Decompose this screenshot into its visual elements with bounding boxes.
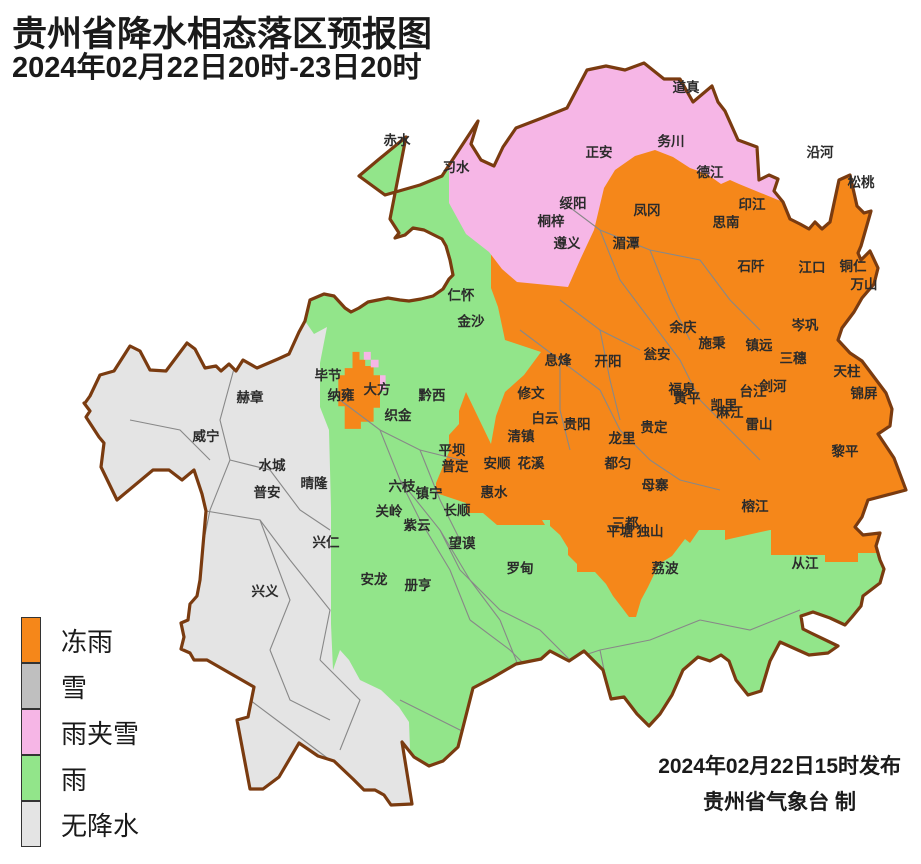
svg-text:六枝: 六枝	[389, 478, 416, 494]
svg-text:开阳: 开阳	[595, 354, 622, 369]
svg-text:正安: 正安	[586, 144, 613, 160]
svg-text:毕节: 毕节	[315, 367, 342, 383]
svg-text:贵阳: 贵阳	[564, 416, 591, 432]
svg-text:江口: 江口	[799, 259, 826, 275]
svg-text:赫章: 赫章	[237, 389, 264, 405]
svg-text:安顺: 安顺	[484, 455, 511, 471]
svg-text:德江: 德江	[697, 164, 725, 180]
svg-text:黎平: 黎平	[832, 443, 860, 459]
svg-text:余庆: 余庆	[669, 319, 698, 335]
svg-text:威宁: 威宁	[193, 428, 220, 444]
svg-text:天柱: 天柱	[834, 363, 862, 379]
svg-text:从江: 从江	[792, 555, 820, 571]
svg-text:镇宁: 镇宁	[416, 485, 443, 501]
svg-text:册亨: 册亨	[405, 577, 432, 593]
svg-text:铜仁: 铜仁	[840, 258, 868, 274]
svg-text:瓮安: 瓮安	[644, 346, 671, 362]
svg-text:松桃: 松桃	[848, 174, 876, 190]
svg-text:绥阳: 绥阳	[560, 195, 587, 211]
svg-text:剑河: 剑河	[759, 378, 788, 394]
svg-text:施秉: 施秉	[699, 335, 727, 351]
svg-text:赤水: 赤水	[384, 132, 411, 148]
svg-text:惠水: 惠水	[481, 484, 508, 500]
svg-text:麻江: 麻江	[716, 404, 745, 420]
svg-text:兴义: 兴义	[252, 583, 279, 599]
svg-text:普定: 普定	[442, 458, 469, 474]
svg-text:湄潭: 湄潭	[613, 236, 641, 251]
svg-text:习水: 习水	[443, 159, 470, 175]
svg-text:长顺: 长顺	[444, 502, 471, 518]
svg-text:贵定: 贵定	[641, 419, 669, 435]
svg-text:水城: 水城	[259, 457, 286, 473]
svg-text:石阡: 石阡	[737, 259, 766, 274]
svg-text:织金: 织金	[385, 407, 412, 423]
svg-text:白云: 白云	[532, 410, 560, 426]
svg-text:都匀: 都匀	[604, 455, 632, 471]
svg-text:黔西: 黔西	[419, 387, 446, 403]
svg-text:关岭: 关岭	[376, 503, 403, 519]
svg-text:龙里: 龙里	[608, 430, 637, 446]
svg-text:岑巩: 岑巩	[792, 317, 820, 333]
svg-text:平坝: 平坝	[439, 443, 466, 458]
svg-text:雷山: 雷山	[746, 416, 773, 432]
svg-text:母寨: 母寨	[642, 477, 670, 493]
svg-text:独山: 独山	[637, 523, 664, 539]
svg-text:望谟: 望谟	[449, 535, 476, 551]
svg-text:务川: 务川	[658, 133, 685, 149]
svg-text:三穗: 三穗	[780, 350, 808, 366]
svg-text:大方: 大方	[364, 381, 391, 397]
svg-text:普安: 普安	[254, 484, 281, 500]
svg-text:凤冈: 凤冈	[634, 203, 661, 218]
svg-text:黄平: 黄平	[674, 390, 702, 406]
svg-text:息烽: 息烽	[545, 352, 573, 368]
svg-text:修文: 修文	[517, 385, 546, 401]
svg-text:遵义: 遵义	[554, 235, 582, 251]
svg-text:万山: 万山	[850, 277, 878, 292]
svg-text:晴隆: 晴隆	[301, 475, 328, 491]
svg-text:思南: 思南	[713, 214, 740, 230]
svg-text:纳雍: 纳雍	[328, 387, 355, 403]
svg-text:仁怀: 仁怀	[448, 287, 475, 303]
svg-text:桐梓: 桐梓	[538, 213, 566, 229]
svg-text:花溪: 花溪	[518, 455, 546, 471]
svg-text:道真: 道真	[673, 79, 701, 95]
svg-text:安龙: 安龙	[361, 571, 388, 587]
svg-text:兴仁: 兴仁	[313, 534, 340, 550]
svg-text:金沙: 金沙	[457, 313, 485, 329]
svg-text:清镇: 清镇	[508, 428, 536, 444]
svg-text:紫云: 紫云	[404, 517, 431, 533]
svg-text:印江: 印江	[739, 196, 767, 212]
svg-text:平塘: 平塘	[607, 523, 635, 539]
svg-text:锦屏: 锦屏	[851, 385, 879, 401]
svg-text:镇远: 镇远	[746, 337, 774, 353]
svg-text:荔波: 荔波	[651, 560, 680, 576]
svg-text:沿河: 沿河	[807, 144, 835, 160]
svg-text:榕江: 榕江	[742, 498, 770, 514]
svg-text:罗甸: 罗甸	[507, 560, 534, 576]
